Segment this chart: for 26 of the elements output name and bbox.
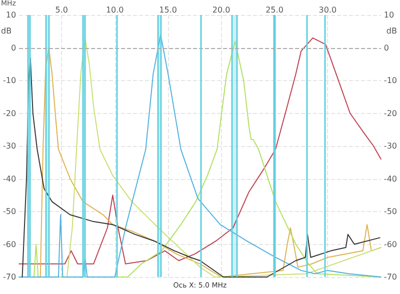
- x-tick-label: 25.0: [266, 6, 284, 14]
- y-tick-label: 0: [10, 43, 16, 52]
- y-tick-label: -50: [2, 207, 16, 216]
- y-tick-label: 10: [6, 10, 16, 20]
- x-tick-label: 30.0: [318, 6, 337, 14]
- y-axis-title: dB: [1, 26, 12, 36]
- y2-tick-label: -20: [384, 108, 398, 118]
- y2-tick-label: 10: [384, 10, 394, 20]
- y2-tick-label: -60: [384, 240, 398, 249]
- y2-tick-label: -30: [384, 142, 398, 150]
- y-tick-label: -30: [2, 142, 16, 150]
- y2-tick-label: -40: [384, 174, 398, 184]
- x-tick-label: 5.0: [55, 6, 68, 14]
- y2-axis-title: dB: [386, 26, 398, 36]
- y2-tick-label: -50: [384, 207, 398, 216]
- y-tick-label: -20: [2, 108, 16, 118]
- x-tick-label: 15.0: [159, 6, 177, 14]
- y2-tick-label: 0: [384, 43, 390, 52]
- y-tick-label: -70: [2, 272, 16, 282]
- y-tick-label: -40: [2, 174, 16, 184]
- y-tick-label: -60: [2, 240, 16, 249]
- y2-tick-label: -10: [384, 76, 398, 85]
- y2-tick-label: -70: [384, 272, 398, 282]
- x-tick-label: 10.0: [106, 6, 124, 14]
- x-tick-label: 20.0: [212, 6, 230, 14]
- y-tick-label: -10: [2, 76, 16, 85]
